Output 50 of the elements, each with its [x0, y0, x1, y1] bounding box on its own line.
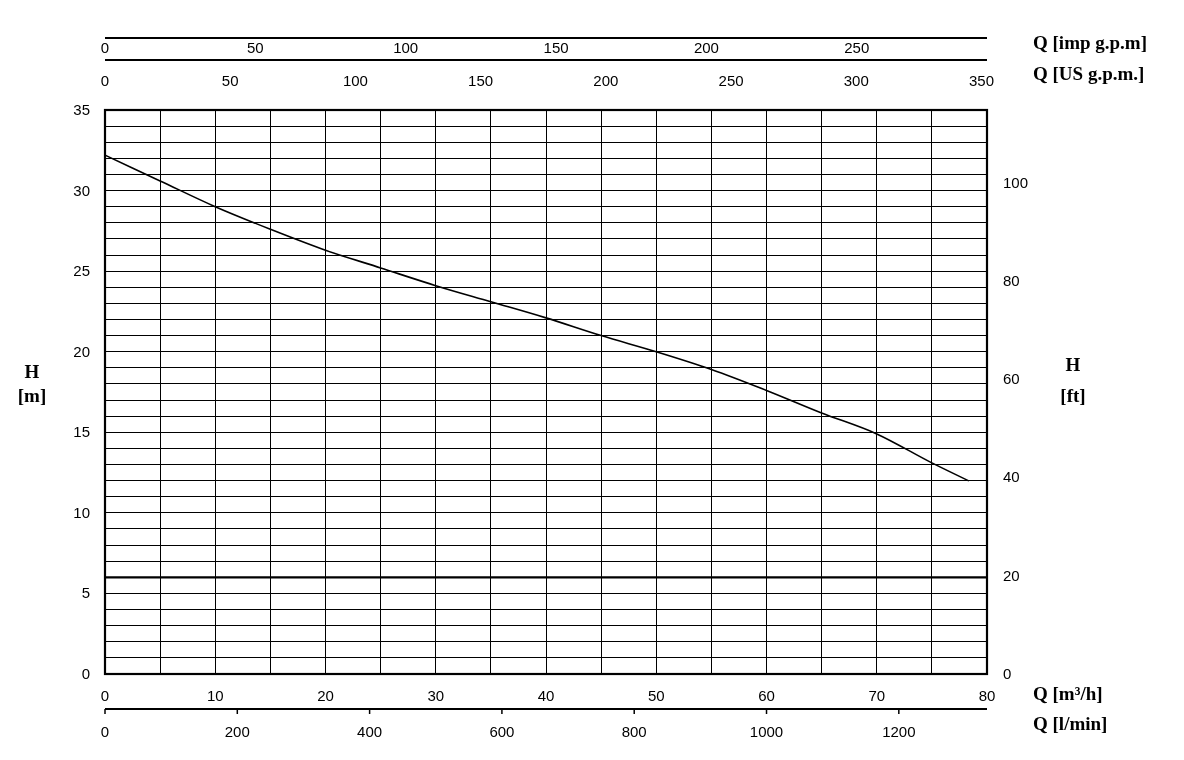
x-tick-label: 400 — [357, 723, 383, 740]
x-tick-label: 10 — [206, 687, 224, 704]
x-tick-label: 1000 — [749, 723, 784, 740]
x-tick-label: 0 — [100, 723, 110, 740]
x2-tick-label: 100 — [393, 39, 419, 56]
x2-tick-label: 200 — [693, 39, 719, 56]
x2-tick-label: 250 — [718, 72, 744, 89]
x-tick-label: 1200 — [882, 723, 916, 740]
x-tick-label: 800 — [621, 723, 647, 740]
y-tick-label: 30 — [73, 181, 90, 199]
y-tick-label: 35 — [73, 101, 90, 118]
y-tick-label: 20 — [73, 342, 90, 360]
x2-axis-title: Q [imp g.p.m] — [1033, 32, 1147, 53]
x2-tick-label: 50 — [221, 72, 239, 89]
y-tick-label: 0 — [81, 665, 90, 682]
x2-tick-label: 250 — [844, 39, 870, 56]
y-tick-label: 25 — [73, 262, 90, 280]
x2-tick-label: 150 — [543, 39, 569, 56]
x2-tick-label: 150 — [468, 72, 494, 89]
y-axis-title: H [m] — [17, 361, 47, 406]
x-tick-label: 600 — [489, 723, 515, 740]
x-tick-label: 60 — [758, 687, 775, 704]
x-tick-label: 40 — [537, 687, 555, 704]
y-tick-label: 5 — [81, 584, 90, 602]
x-tick-label: 200 — [224, 723, 250, 740]
y2-tick-label: 100 — [1003, 173, 1029, 191]
x2-tick-label: 300 — [843, 72, 869, 89]
y2-tick-label: 20 — [1003, 566, 1020, 584]
y2-axis-title: H [ft] — [1060, 354, 1086, 406]
x2-tick-label: 100 — [342, 72, 368, 89]
y2-tick-label: 60 — [1003, 370, 1020, 388]
y-tick-label: 10 — [73, 503, 90, 521]
x-tick-label: 80 — [978, 687, 996, 704]
x2-tick-label: 350 — [968, 72, 995, 89]
y2-tick-label: 0 — [1003, 665, 1012, 682]
x-tick-label: 50 — [647, 687, 665, 704]
x2-tick-label: 50 — [247, 39, 264, 56]
x2-tick-label: 200 — [593, 72, 619, 89]
x2-tick-label: 0 — [100, 72, 110, 89]
x-tick-label: 0 — [100, 687, 110, 704]
y2-tick-label: 80 — [1003, 271, 1020, 289]
x-axis-title: Q [l/min] — [1033, 713, 1108, 734]
x2-tick-label: 0 — [100, 39, 110, 56]
x-tick-label: 30 — [427, 687, 445, 704]
x-tick-label: 20 — [317, 687, 334, 704]
x-tick-label: 70 — [868, 687, 886, 704]
y2-tick-label: 40 — [1003, 468, 1020, 486]
y-tick-label: 15 — [73, 423, 90, 441]
x-axis-title: Q [m³/h] — [1033, 683, 1103, 704]
x2-axis-title: Q [US g.p.m.] — [1033, 63, 1145, 84]
